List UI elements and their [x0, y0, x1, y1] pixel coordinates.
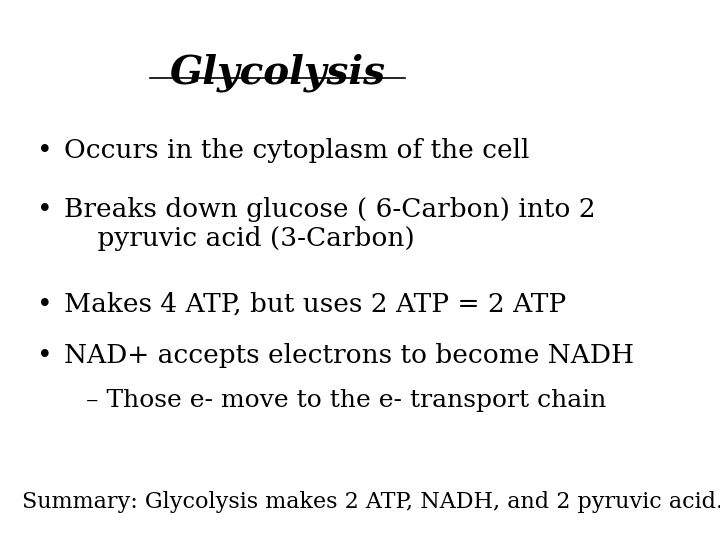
Text: – Those e- move to the e- transport chain: – Those e- move to the e- transport chai…: [86, 389, 606, 412]
Text: •: •: [37, 343, 52, 368]
Text: •: •: [37, 138, 52, 163]
Text: NAD+ accepts electrons to become NADH: NAD+ accepts electrons to become NADH: [64, 343, 634, 368]
Text: Summary: Glycolysis makes 2 ATP, NADH, and 2 pyruvic acid.: Summary: Glycolysis makes 2 ATP, NADH, a…: [22, 491, 720, 514]
Text: Makes 4 ATP, but uses 2 ATP = 2 ATP: Makes 4 ATP, but uses 2 ATP = 2 ATP: [64, 292, 566, 316]
Text: Occurs in the cytoplasm of the cell: Occurs in the cytoplasm of the cell: [64, 138, 529, 163]
Text: Glycolysis: Glycolysis: [169, 54, 385, 92]
Text: •: •: [37, 292, 52, 316]
Text: Breaks down glucose ( 6-Carbon) into 2
    pyruvic acid (3-Carbon): Breaks down glucose ( 6-Carbon) into 2 p…: [64, 197, 595, 251]
Text: •: •: [37, 197, 52, 222]
